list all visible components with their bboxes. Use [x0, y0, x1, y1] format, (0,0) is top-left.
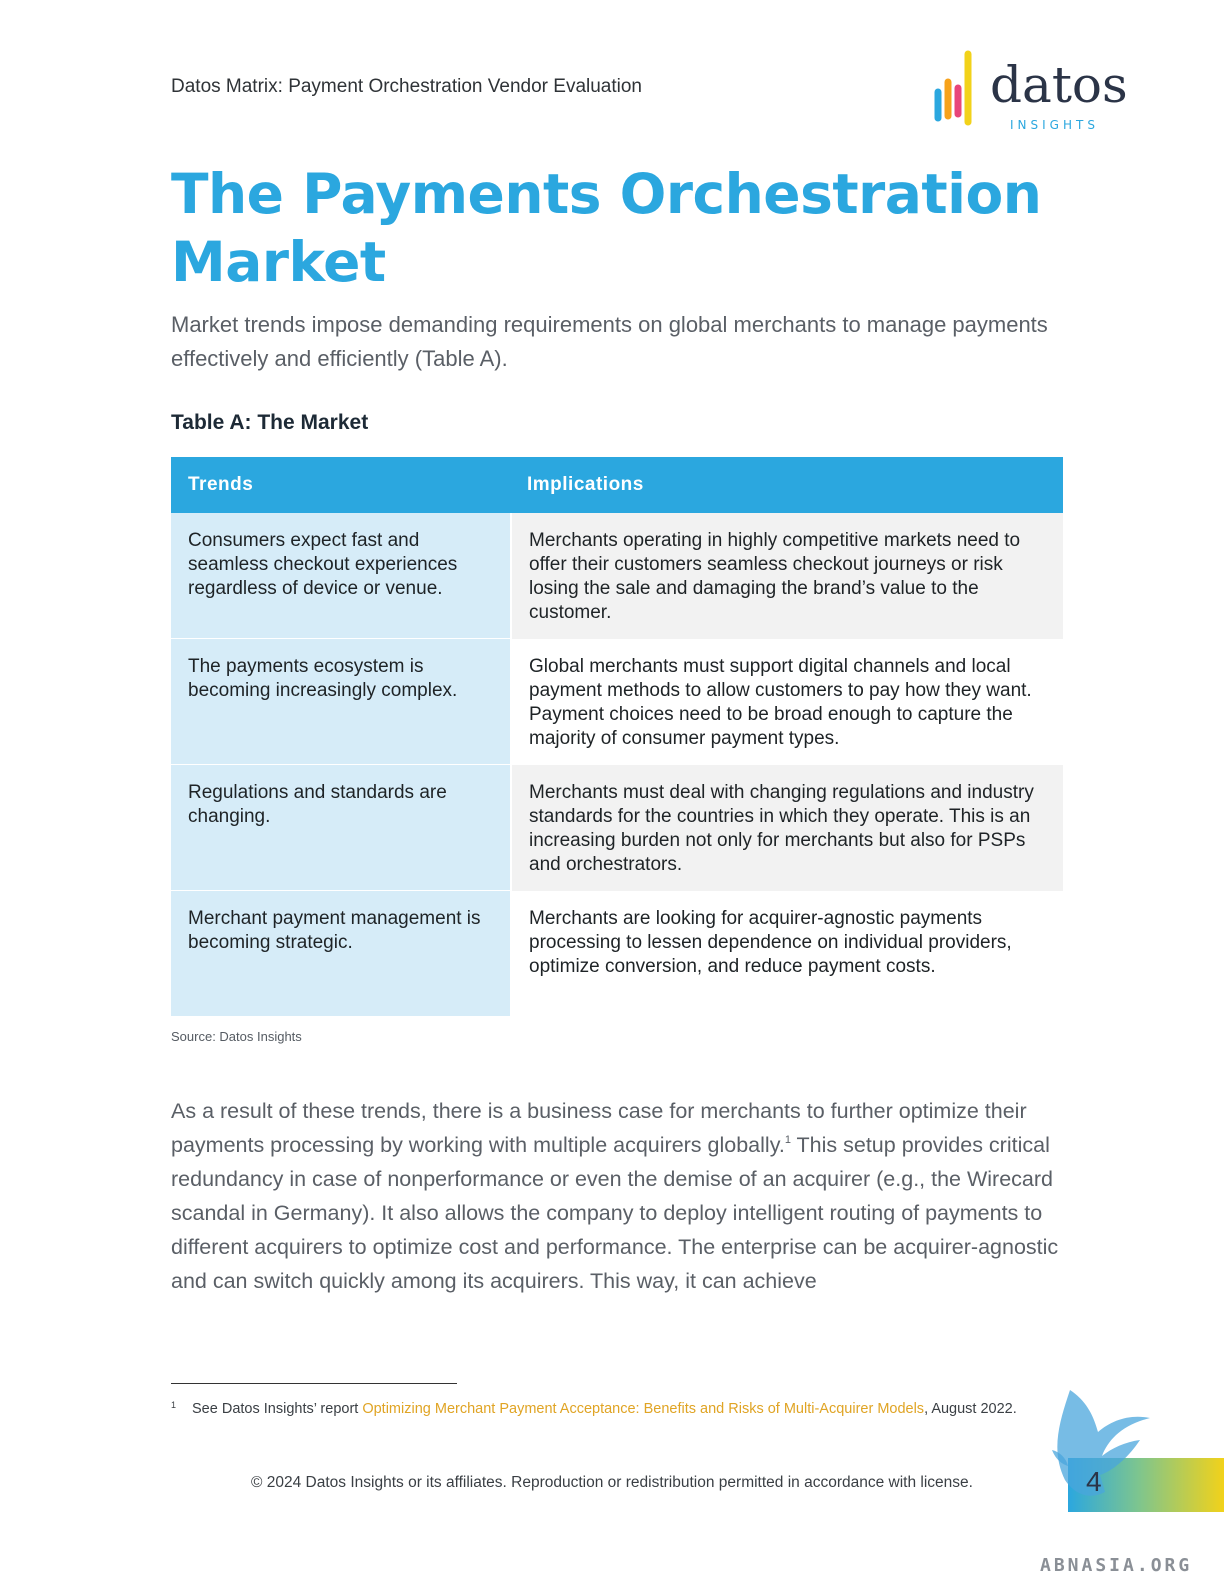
column-header-trends: Trends [188, 474, 254, 495]
implication-cell: Merchants are looking for acquirer-agnos… [510, 891, 1063, 1017]
logo-subtitle: INSIGHTS [1010, 118, 1099, 132]
table-row: Consumers expect fast and seamless check… [171, 513, 1063, 639]
datos-logo: datos INSIGHTS [930, 46, 1130, 136]
copyright-notice: © 2024 Datos Insights or its affiliates.… [251, 1474, 973, 1491]
report-header-title: Datos Matrix: Payment Orchestration Vend… [171, 76, 643, 97]
footnote-report-link[interactable]: Optimizing Merchant Payment Acceptance: … [362, 1401, 925, 1417]
table-header-row: Trends Implications [171, 457, 1063, 513]
body-paragraph: As a result of these trends, there is a … [171, 1094, 1066, 1298]
trend-cell: Consumers expect fast and seamless check… [171, 513, 510, 639]
table-source: Source: Datos Insights [171, 1029, 302, 1044]
implication-cell: Merchants must deal with changing regula… [510, 765, 1063, 891]
table-caption: Table A: The Market [171, 411, 369, 434]
logo-bars-icon [934, 50, 972, 126]
table-row: Merchant payment management is becoming … [171, 891, 1063, 1017]
footnote-divider [171, 1383, 457, 1384]
trend-cell: Merchant payment management is becoming … [171, 891, 510, 1017]
market-table: Trends Implications Consumers expect fas… [171, 457, 1063, 1017]
watermark-bird-icon [1052, 1390, 1150, 1496]
table-row: The payments ecosystem is becoming incre… [171, 639, 1063, 765]
footnote-number: 1 [171, 1400, 177, 1410]
column-header-implications: Implications [527, 474, 644, 495]
footnote-prefix: See Datos Insights’ report [192, 1401, 363, 1417]
page-title: The Payments Orchestration Market [171, 162, 1042, 294]
trend-cell: Regulations and standards are changing. [171, 765, 510, 891]
footnote: 1 See Datos Insights’ report Optimizing M… [171, 1400, 1017, 1417]
intro-paragraph: Market trends impose demanding requireme… [171, 312, 1048, 371]
table-row: Regulations and standards are changing. … [171, 765, 1063, 891]
page-number: 4 [1086, 1466, 1102, 1497]
watermark-text: ABNASIA.ORG [1040, 1555, 1193, 1576]
body-text-part2: This setup provides critical redundancy … [171, 1133, 1059, 1293]
body-text-part1: As a result of these trends, there is a … [171, 1099, 1027, 1157]
footnote-reference[interactable]: 1 [784, 1134, 791, 1146]
footnote-suffix: , August 2022. [924, 1401, 1017, 1417]
implication-cell: Global merchants must support digital ch… [510, 639, 1063, 765]
trend-cell: The payments ecosystem is becoming incre… [171, 639, 510, 765]
logo-wordmark: datos [990, 56, 1128, 114]
implication-cell: Merchants operating in highly competitiv… [510, 513, 1063, 639]
